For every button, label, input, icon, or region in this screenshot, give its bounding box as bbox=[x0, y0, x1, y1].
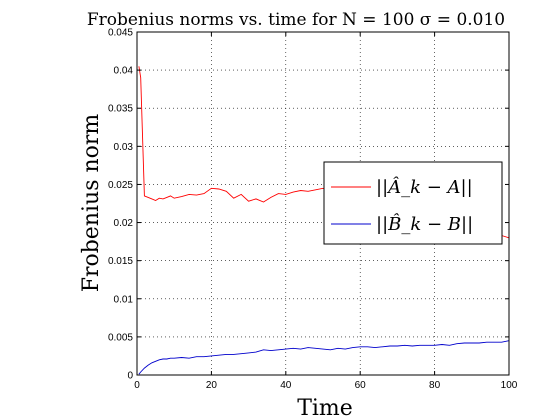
series-line-b bbox=[138, 340, 510, 375]
x-tick-label: 80 bbox=[429, 380, 441, 391]
y-tick-label: 0.025 bbox=[108, 180, 133, 191]
x-axis-label: Time bbox=[297, 396, 353, 420]
legend-box bbox=[323, 161, 503, 245]
x-tick-label: 100 bbox=[501, 380, 518, 391]
plot-frame bbox=[136, 31, 510, 376]
x-tick-label: 20 bbox=[206, 380, 218, 391]
y-tick-label: 0.01 bbox=[114, 294, 134, 305]
y-tick-label: 0.02 bbox=[114, 218, 134, 229]
x-tick-label: 60 bbox=[355, 380, 367, 391]
x-tick-label: 40 bbox=[280, 380, 292, 391]
y-axis-label: Frobenius norm bbox=[79, 114, 104, 293]
legend: ||Â_k − A|| ||B̂_k − B|| bbox=[323, 161, 503, 245]
legend-label-a: ||Â_k − A|| bbox=[376, 175, 473, 198]
ticks: 0 20 40 60 80 100 0 0.005 0.01 0.015 0.02 0.025 0.03… bbox=[108, 28, 518, 392]
y-tick-label: 0.04 bbox=[114, 66, 134, 77]
y-tick-label: 0.03 bbox=[114, 142, 134, 153]
y-tick-label: 0.005 bbox=[108, 332, 133, 343]
chart-title: Frobenius norms vs. time for N = 100 σ =… bbox=[87, 10, 505, 30]
y-tick-label: 0.045 bbox=[108, 28, 133, 39]
y-tick-label: 0.015 bbox=[108, 256, 133, 267]
legend-label-b: ||B̂_k − B|| bbox=[376, 213, 473, 235]
y-tick-label: 0.035 bbox=[108, 104, 133, 115]
x-tick-label: 0 bbox=[134, 380, 140, 391]
y-tick-label: 0 bbox=[127, 371, 133, 382]
